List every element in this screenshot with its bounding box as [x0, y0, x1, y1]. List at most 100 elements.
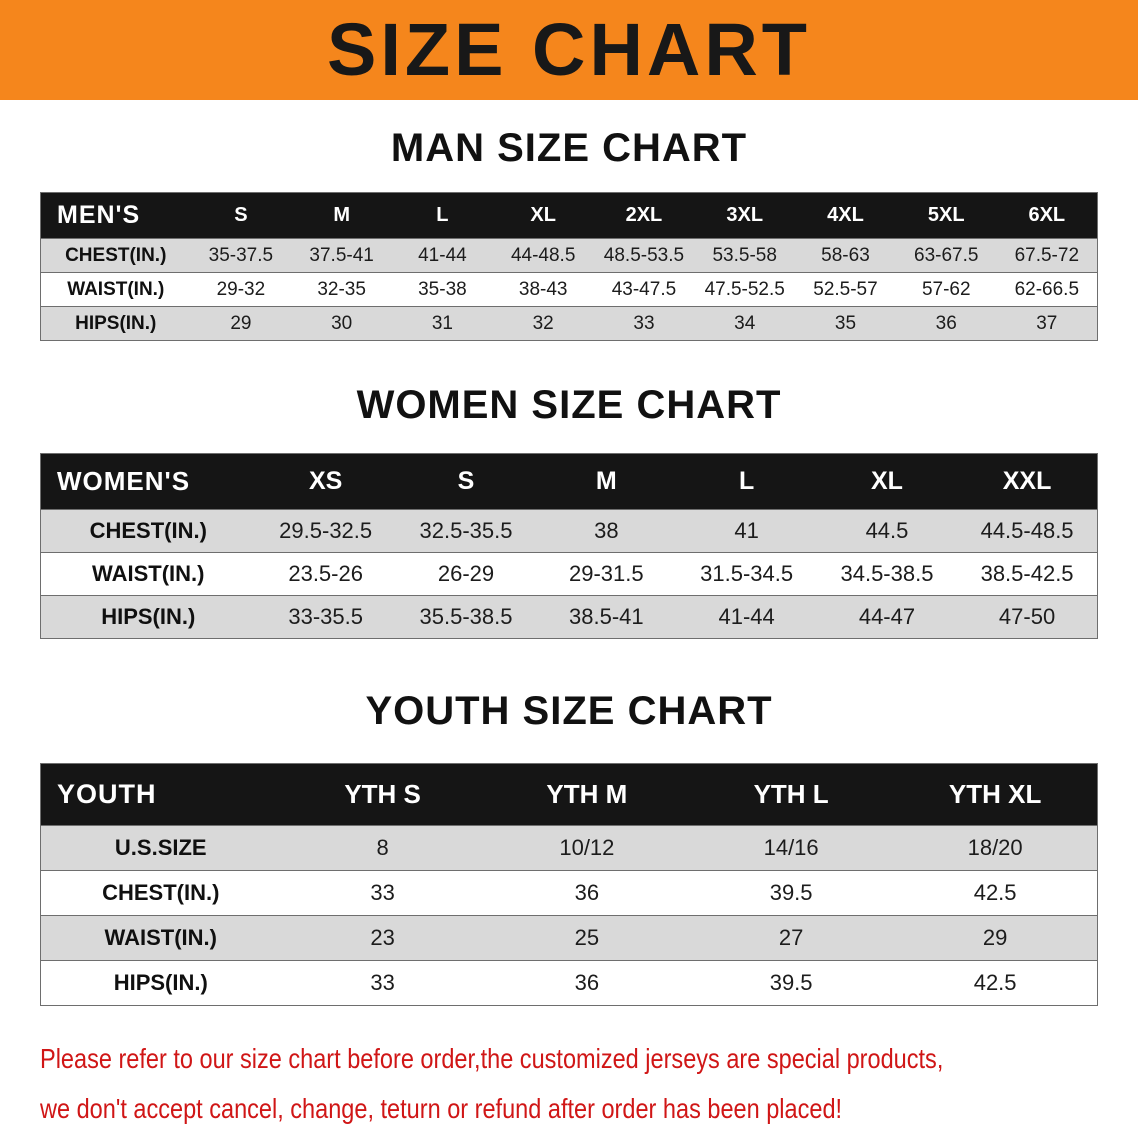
size-value-cell: 53.5-58 [712, 244, 777, 266]
size-value-cell: 10/12 [559, 835, 615, 860]
row-label: WAIST(IN.) [92, 561, 205, 586]
size-column-header: M [291, 192, 393, 239]
measurement-row: HIPS(IN.) 33-35.5 35.5-38.5 38.5-41 41-44 44-… [40, 595, 1098, 639]
measurement-row: WAIST(IN.) 29-32 32-35 35-38 38-43 43-47.5 47.… [40, 272, 1098, 307]
header-row: MEN'S S M L XL 2XL 3XL 4XL 5XL 6XL [40, 192, 1098, 239]
size-value-cell: 39.5 [769, 970, 813, 995]
size-column-header: YTH M [484, 763, 689, 826]
size-value-cell: 33 [633, 312, 655, 334]
size-value-cell: 63-67.5 [914, 244, 979, 266]
disclaimer-line-1: Please refer to our size chart before or… [40, 1043, 944, 1074]
measurement-row: CHEST(IN.) 29.5-32.5 32.5-35.5 38 41 44.5 44.5… [40, 509, 1098, 553]
size-value-cell: 23.5-26 [288, 561, 363, 586]
header-row: WOMEN'S XS S M L XL XXL [40, 453, 1098, 510]
size-value-cell: 38-43 [518, 278, 568, 300]
size-column-header: XL [816, 453, 958, 510]
size-value-cell: 30 [331, 312, 353, 334]
size-value-cell: 52.5-57 [813, 278, 878, 300]
row-label: WAIST(IN.) [67, 278, 165, 300]
size-value-cell: 62-66.5 [1014, 278, 1080, 300]
size-value-cell: 8 [376, 835, 389, 860]
size-value-cell: 41-44 [718, 604, 775, 629]
measurement-row: HIPS(IN.) 29 30 31 32 33 34 35 36 37 [40, 306, 1098, 341]
measurement-row: HIPS(IN.) 33 36 39.5 42.5 [40, 960, 1098, 1006]
row-label: HIPS(IN.) [113, 970, 208, 995]
size-value-cell: 44.5-48.5 [980, 518, 1074, 543]
size-value-cell: 44-48.5 [510, 244, 576, 266]
size-column-header: 3XL [694, 192, 796, 239]
banner-title: SIZE CHART [327, 8, 811, 91]
header-row: YOUTH YTH S YTH M YTH L YTH XL [40, 763, 1098, 826]
size-column-header: YTH L [689, 763, 894, 826]
measurement-row: CHEST(IN.) 35-37.5 37.5-41 41-44 44-48.5 48.5… [40, 238, 1098, 273]
size-value-cell: 29-32 [216, 278, 266, 300]
size-value-cell: 23 [370, 925, 395, 950]
size-value-cell: 29.5-32.5 [279, 518, 373, 543]
size-value-cell: 47-50 [998, 604, 1056, 629]
size-value-cell: 26-29 [437, 561, 495, 586]
size-column-header: 4XL [795, 192, 896, 239]
size-value-cell: 14/16 [763, 835, 819, 860]
size-value-cell: 38 [594, 518, 619, 543]
size-value-cell: 34.5-38.5 [840, 561, 934, 586]
size-value-cell: 31 [431, 312, 453, 334]
women-size-table: WOMEN'S XS S M L XL XXL CHEST(IN.) 29.5-32.5 32.5… [40, 453, 1098, 639]
size-value-cell: 32 [532, 312, 554, 334]
size-column-header: YTH S [280, 763, 485, 826]
size-value-cell: 33-35.5 [288, 604, 363, 629]
size-value-cell: 18/20 [967, 835, 1023, 860]
size-column-header: XXL [957, 453, 1098, 510]
size-value-cell: 43-47.5 [611, 278, 677, 300]
size-value-cell: 25 [574, 925, 600, 950]
size-value-cell: 41 [734, 518, 759, 543]
size-value-cell: 36 [935, 312, 957, 334]
size-value-cell: 39.5 [769, 880, 813, 905]
size-value-cell: 32-35 [317, 278, 366, 300]
size-value-cell: 42.5 [973, 880, 1017, 905]
size-value-cell: 67.5-72 [1014, 244, 1080, 266]
row-label: U.S.SIZE [114, 835, 207, 860]
table-group-label: WOMEN'S [40, 453, 256, 510]
size-value-cell: 41-44 [418, 244, 467, 266]
table-group-label: YOUTH [40, 763, 281, 826]
size-column-header: S [395, 453, 537, 510]
disclaimer: Please refer to our size chart before or… [40, 1034, 1138, 1134]
row-label: HIPS(IN.) [101, 604, 196, 629]
size-value-cell: 29-31.5 [569, 561, 644, 586]
size-value-cell: 37.5-41 [309, 244, 374, 266]
size-value-cell: 47.5-52.5 [704, 278, 785, 300]
man-size-chart-heading: MAN SIZE CHART [390, 126, 748, 170]
size-value-cell: 37 [1036, 312, 1058, 334]
size-value-cell: 36 [574, 970, 600, 995]
size-column-header: L [676, 453, 817, 510]
size-value-cell: 29 [230, 312, 252, 334]
size-chart-banner: SIZE CHART [0, 0, 1138, 100]
size-column-header: 5XL [895, 192, 997, 239]
size-column-header: 6XL [996, 192, 1098, 239]
size-value-cell: 35 [834, 312, 857, 334]
size-value-cell: 31.5-34.5 [700, 561, 794, 586]
row-label: WAIST(IN.) [104, 925, 217, 950]
size-value-cell: 29 [982, 925, 1008, 950]
size-value-cell: 44-47 [858, 604, 916, 629]
size-column-header: XL [492, 192, 594, 239]
size-column-header: M [536, 453, 677, 510]
size-value-cell: 35-38 [418, 278, 467, 300]
size-value-cell: 35.5-38.5 [419, 604, 513, 629]
size-value-cell: 38.5-41 [569, 604, 644, 629]
row-label: HIPS(IN.) [75, 312, 157, 334]
measurement-row: CHEST(IN.) 33 36 39.5 42.5 [40, 870, 1098, 916]
measurement-row: WAIST(IN.) 23.5-26 26-29 29-31.5 31.5-34.5 34… [40, 552, 1098, 596]
measurement-row: WAIST(IN.) 23 25 27 29 [40, 915, 1098, 961]
disclaimer-line-2: we don't accept cancel, change, teturn o… [40, 1093, 843, 1124]
youth-size-table: YOUTH YTH S YTH M YTH L YTH XL U.S.SIZE 8 10/12… [40, 763, 1098, 1006]
measurement-row: U.S.SIZE 8 10/12 14/16 18/20 [40, 825, 1098, 871]
size-value-cell: 48.5-53.5 [603, 244, 685, 266]
size-value-cell: 33 [370, 880, 395, 905]
size-value-cell: 42.5 [973, 970, 1017, 995]
youth-size-chart-section: YOUTH SIZE CHART YOUTH YTH S YTH M YTH L YTH… [0, 689, 1138, 1006]
size-value-cell: 32.5-35.5 [419, 518, 513, 543]
table-group-label: MEN'S [40, 192, 191, 239]
size-column-header: L [392, 192, 493, 239]
size-value-cell: 35-37.5 [208, 244, 274, 266]
